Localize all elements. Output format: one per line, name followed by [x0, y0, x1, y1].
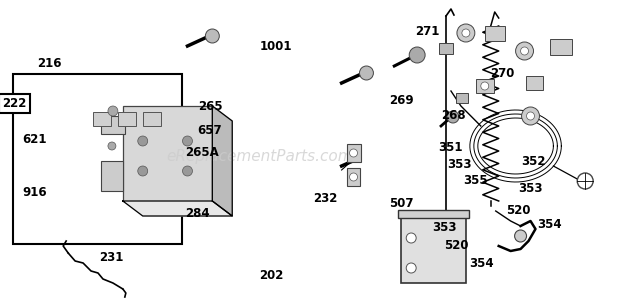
Text: 352: 352 — [521, 154, 546, 168]
Bar — [347, 168, 360, 186]
Bar — [401, 218, 466, 283]
Circle shape — [457, 24, 475, 42]
Text: 916: 916 — [22, 186, 46, 199]
Bar — [398, 210, 469, 218]
Polygon shape — [123, 201, 232, 216]
Bar — [456, 93, 468, 103]
Text: 268: 268 — [441, 109, 466, 123]
Text: 657: 657 — [198, 124, 223, 138]
Circle shape — [182, 136, 192, 146]
Text: 351: 351 — [438, 141, 463, 154]
Bar — [551, 39, 572, 55]
Text: 232: 232 — [314, 192, 338, 205]
Circle shape — [521, 107, 539, 125]
Text: 269: 269 — [389, 94, 414, 107]
Polygon shape — [212, 106, 232, 216]
Circle shape — [205, 29, 219, 43]
Text: 520: 520 — [445, 239, 469, 252]
Text: 1001: 1001 — [259, 40, 292, 53]
Text: 353: 353 — [518, 182, 542, 195]
Circle shape — [406, 263, 416, 273]
Text: 284: 284 — [185, 207, 210, 220]
Text: 354: 354 — [469, 257, 494, 270]
Circle shape — [350, 173, 358, 181]
Circle shape — [526, 112, 534, 120]
Text: 265: 265 — [198, 100, 223, 113]
Circle shape — [108, 142, 116, 150]
Bar — [13, 74, 182, 244]
Text: 265A: 265A — [185, 145, 219, 159]
Text: 216: 216 — [37, 57, 62, 70]
Circle shape — [406, 233, 416, 243]
Text: 271: 271 — [415, 25, 440, 38]
Circle shape — [350, 149, 358, 157]
Text: 520: 520 — [506, 204, 531, 217]
Text: 507: 507 — [389, 197, 414, 210]
Circle shape — [138, 166, 148, 176]
Bar — [439, 43, 453, 54]
Bar — [347, 144, 361, 162]
Bar — [101, 161, 123, 191]
Text: 354: 354 — [537, 218, 561, 231]
Circle shape — [138, 136, 148, 146]
Circle shape — [521, 47, 528, 55]
Bar — [476, 79, 494, 93]
Circle shape — [360, 66, 373, 80]
Text: 202: 202 — [259, 269, 284, 282]
Circle shape — [108, 106, 118, 116]
Circle shape — [515, 230, 526, 242]
Text: eReplacementParts.com: eReplacementParts.com — [166, 149, 353, 164]
Bar — [485, 26, 505, 41]
Circle shape — [462, 29, 470, 37]
Bar — [118, 112, 136, 126]
Text: 231: 231 — [99, 251, 123, 264]
Bar — [143, 112, 161, 126]
Text: 270: 270 — [490, 67, 515, 80]
Circle shape — [182, 166, 192, 176]
Circle shape — [516, 42, 533, 60]
Bar — [93, 112, 111, 126]
Bar — [123, 106, 212, 201]
Text: 353: 353 — [448, 157, 472, 171]
Text: 355: 355 — [463, 174, 487, 187]
Text: 222: 222 — [2, 97, 27, 110]
Circle shape — [409, 47, 425, 63]
Circle shape — [447, 111, 459, 123]
Bar — [101, 116, 125, 134]
Bar — [526, 76, 544, 90]
Text: 353: 353 — [432, 221, 456, 234]
Circle shape — [480, 82, 489, 90]
Text: 621: 621 — [22, 133, 46, 147]
Circle shape — [577, 173, 593, 189]
